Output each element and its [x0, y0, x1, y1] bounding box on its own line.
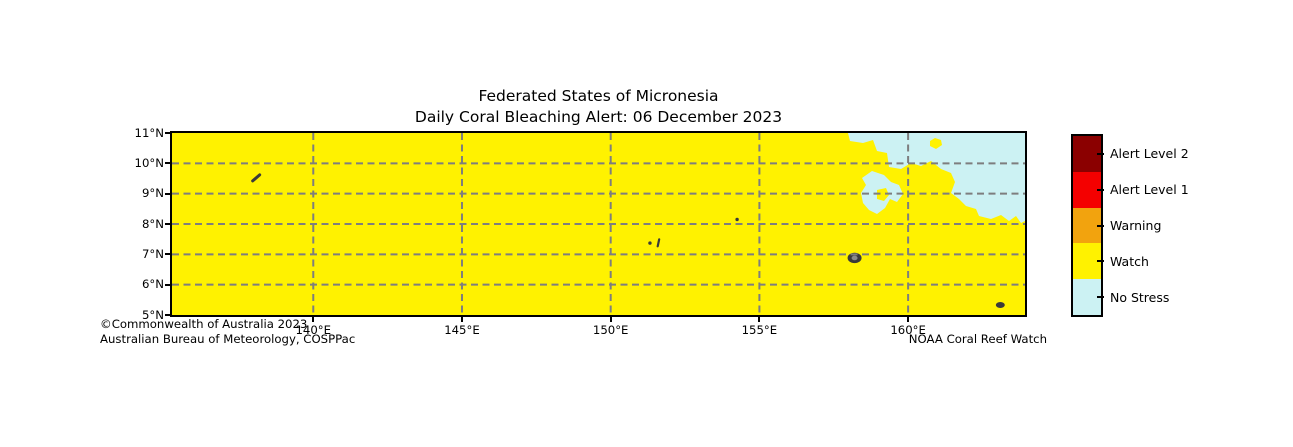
legend-colorbar [1071, 134, 1103, 317]
legend-label: Warning [1110, 218, 1162, 233]
y-axis-tick [165, 253, 170, 256]
legend-tick [1097, 188, 1104, 191]
legend-tick [1097, 224, 1104, 227]
title-line-1: Federated States of Micronesia [478, 87, 719, 105]
legend-segment-watch [1073, 243, 1101, 280]
y-axis-tick [165, 223, 170, 225]
map-canvas [172, 133, 1025, 315]
legend-tick [1097, 260, 1104, 263]
legend-label: Alert Level 1 [1110, 182, 1189, 198]
y-axis-tick [165, 283, 170, 286]
island-marker [656, 238, 661, 248]
x-axis-tick [312, 317, 315, 322]
x-tick-label: 160°E [890, 323, 926, 337]
no-stress-region [848, 133, 1025, 223]
y-axis-tick [165, 314, 170, 316]
watch-patch-in-no-stress [930, 138, 942, 149]
legend-tick [1097, 296, 1104, 299]
legend-segment-alert-level-2 [1073, 136, 1101, 172]
x-tick-label: 150°E [592, 323, 629, 337]
y-tick-label: 8°N [141, 216, 164, 231]
x-tick-label: 145°E [444, 323, 480, 337]
y-tick-label: 11°N [134, 125, 164, 140]
island-marker [735, 217, 739, 222]
island-marker [648, 241, 652, 245]
noaa-credit-text: NOAA Coral Reef Watch [908, 332, 1047, 346]
y-tick-label: 5°N [141, 307, 164, 322]
y-axis-tick [165, 162, 170, 165]
y-axis-tick [165, 132, 170, 134]
legend-label: No Stress [1110, 289, 1170, 305]
x-axis-tick [907, 317, 910, 322]
y-tick-label: 7°N [141, 246, 164, 261]
x-axis-tick [609, 317, 612, 322]
legend-label: Alert Level 2 [1110, 146, 1189, 162]
x-axis-tick [758, 317, 761, 322]
y-tick-label: 10°N [134, 155, 164, 170]
legend-segment-no-stress [1073, 279, 1101, 315]
map-plot-area: 11°N 10°N 9°N 8°N 7°N 6°N 5°N 140°E 145°E 150°E 15… [135, 126, 1027, 337]
legend-segment-alert-level-1 [1073, 171, 1101, 208]
copyright-line-2: Australian Bureau of Meteorology, COSPPa… [100, 332, 356, 346]
island-marker-center [851, 255, 858, 261]
island-marker [251, 173, 262, 183]
y-axis-tick [165, 192, 170, 195]
y-tick-label: 9°N [141, 186, 164, 201]
x-tick-label: 140°E [295, 323, 332, 337]
legend-tick [1097, 152, 1104, 155]
title-line-2: Daily Coral Bleaching Alert: 06 December… [414, 108, 783, 126]
legend-segment-warning [1073, 207, 1101, 244]
copyright-line-1: ©Commonwealth of Australia 2023 [100, 317, 308, 331]
legend-label: Watch [1110, 253, 1149, 269]
watch-hole-in-patch [877, 188, 889, 201]
island-marker [995, 301, 1005, 308]
copyright-text: ©Commonwealth of Australia 2023 Australi… [100, 317, 355, 347]
y-tick-label: 6°N [141, 277, 164, 292]
x-tick-label: 155°E [741, 323, 778, 337]
chart-title: Federated States of Micronesia Daily Cor… [172, 86, 1025, 128]
x-axis-tick [460, 317, 463, 322]
